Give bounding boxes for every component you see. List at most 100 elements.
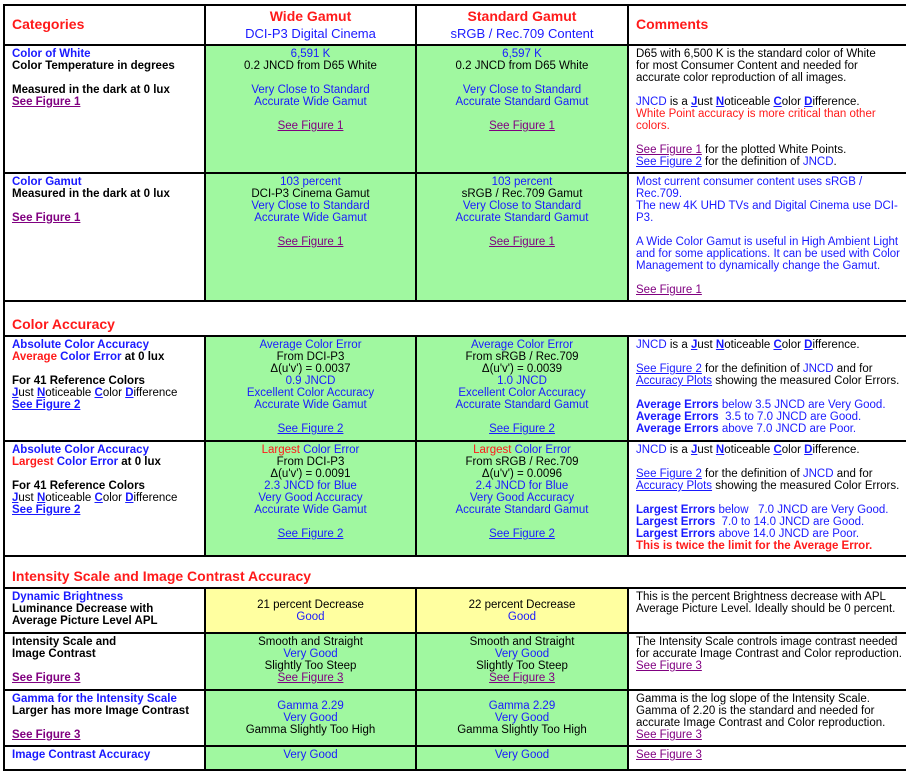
table-row: Image Contrast Accuracy Very Good Very Goo… [3, 745, 906, 771]
text-line: Gamma Slightly Too High [418, 724, 626, 736]
see-figure-link[interactable]: See Figure 3 [636, 660, 702, 672]
text-segment: Color Temperature in degrees [12, 60, 175, 72]
text-line: Color of White [12, 48, 203, 60]
text-line: Largest Errors 7.0 to 14.0 JNCD are Good… [636, 516, 905, 528]
see-figure-link[interactable]: See Figure 2 [12, 504, 81, 516]
text-segment: Very Good [283, 712, 338, 724]
accuracy-plots-link[interactable]: Accuracy Plots [636, 375, 713, 387]
see-figure-link[interactable]: See Figure 2 [277, 423, 344, 435]
text-segment: J [12, 387, 19, 399]
see-figure-link[interactable]: See Figure 2 [277, 528, 344, 540]
text-line: Good [418, 610, 626, 623]
see-figure-link[interactable]: See Figure 2 [489, 423, 555, 435]
text-segment: colors. [636, 120, 670, 132]
see-figure-link[interactable]: See Figure 1 [277, 120, 344, 132]
text-segment: Very Good [283, 648, 338, 660]
text-segment: Intensity Scale and [12, 636, 117, 648]
text-line: Color Gamut [12, 176, 203, 188]
comments-cell: D65 with 6,500 K is the standard color o… [627, 44, 906, 174]
text-line: 6,597 K [418, 48, 626, 60]
text-line: See Figure 3 [636, 749, 905, 761]
text-line: Δ(u'v') = 0.0039 [418, 363, 626, 375]
text-segment: C [773, 444, 782, 456]
text-line: DCI-P3 Digital Cinema [207, 26, 414, 43]
text-segment: J [12, 492, 19, 504]
see-figure-link[interactable]: See Figure 2 [12, 399, 81, 411]
text-segment: Luminance Decrease with [12, 603, 154, 615]
see-figure-link[interactable]: See Figure 1 [277, 236, 344, 248]
text-line: Excellent Color Accuracy [418, 387, 626, 399]
text-segment: Accurate Standard Gamut [455, 399, 589, 411]
text-segment: Δ(u'v') = 0.0096 [481, 468, 563, 480]
see-figure-link[interactable]: See Figure 1 [636, 144, 702, 156]
wide-gamut-cell: Gamma 2.29 Very Good Gamma Slightly Too Hi… [204, 689, 417, 747]
text-segment: Accurate Wide Gamut [254, 96, 367, 108]
text-line: D65 with 6,500 K is the standard color o… [636, 48, 905, 60]
text-segment: 0.2 JNCD from D65 White [455, 60, 589, 72]
see-figure-link[interactable]: See Figure 2 [636, 468, 702, 480]
text-segment: Good [507, 610, 537, 623]
see-figure-link[interactable]: See Figure 1 [12, 96, 81, 108]
text-segment: 7.0 to 14.0 JNCD are Good. [715, 516, 865, 528]
text-line [207, 72, 414, 84]
text-segment: Color Error [53, 456, 119, 468]
text-segment: Very Good [494, 648, 550, 660]
text-segment: Larger has more Image Contrast [12, 705, 190, 717]
see-figure-link[interactable]: See Figure 3 [12, 672, 81, 684]
see-figure-link[interactable]: See Figure 1 [489, 236, 555, 248]
text-line: 2.4 JNCD for Blue [418, 480, 626, 492]
text-line: See Figure 3 [12, 729, 203, 741]
text-line: Average Color Error [207, 339, 414, 351]
text-line [418, 224, 626, 236]
comments-cell: This is the percent Brightness decrease … [627, 587, 906, 634]
text-line: From sRGB / Rec.709 [418, 456, 626, 468]
see-figure-link[interactable]: See Figure 1 [12, 212, 81, 224]
text-segment: for accurate Image Contrast and Color re… [636, 648, 902, 660]
text-segment: Δ(u'v') = 0.0037 [270, 363, 351, 375]
text-segment: Largest Errors [636, 528, 716, 540]
accuracy-plots-link[interactable]: Accuracy Plots [636, 480, 713, 492]
see-figure-link[interactable]: See Figure 3 [489, 672, 555, 684]
text-segment: D [804, 339, 813, 351]
see-figure-link[interactable]: See Figure 2 [636, 156, 702, 168]
text-segment: N [715, 339, 725, 351]
see-figure-link[interactable]: See Figure 2 [489, 528, 555, 540]
text-segment: Color Error [511, 444, 571, 456]
text-line [636, 351, 905, 363]
see-figure-link[interactable]: See Figure 1 [489, 120, 555, 132]
text-segment: Excellent Color Accuracy [458, 387, 586, 399]
text-line: See Figure 3 [418, 672, 626, 684]
text-segment: Average Picture Level. Ideally should be… [636, 603, 896, 615]
text-line: Gamma for the Intensity Scale [12, 693, 203, 705]
text-segment: 2.3 JNCD for Blue [264, 480, 357, 492]
text-line: for accurate Image Contrast and Color re… [636, 648, 905, 660]
text-line: Very Good [207, 749, 414, 761]
text-line: Absolute Color Accuracy [12, 339, 203, 351]
see-figure-link[interactable]: See Figure 2 [636, 363, 702, 375]
text-segment: Accurate Standard Gamut [455, 504, 589, 516]
text-segment: Good [296, 610, 325, 623]
text-line [12, 660, 203, 672]
text-line: Smooth and Straight [207, 636, 414, 648]
text-line: Good [207, 610, 414, 623]
text-segment: Most current consumer content uses sRGB … [636, 176, 863, 188]
text-line: Δ(u'v') = 0.0037 [207, 363, 414, 375]
standard-gamut-cell: Average Color Error From sRGB / Rec.709 Δ(… [415, 335, 629, 442]
text-line: 0.2 JNCD from D65 White [207, 60, 414, 72]
text-segment: olor [102, 492, 126, 504]
text-line: See Figure 2 [207, 528, 414, 540]
text-line: From sRGB / Rec.709 [418, 351, 626, 363]
text-segment: 103 percent [491, 176, 553, 188]
see-figure-link[interactable]: See Figure 3 [636, 729, 702, 741]
see-figure-link[interactable]: See Figure 3 [12, 729, 81, 741]
text-line: Accurate Standard Gamut [418, 96, 626, 108]
category-cell: Absolute Color Accuracy Average Color Err… [3, 335, 206, 442]
see-figure-link[interactable]: See Figure 1 [636, 284, 702, 296]
text-segment: Gamma 2.29 [488, 700, 556, 712]
text-segment: Wide Gamut [269, 7, 352, 24]
text-segment: oticeable [724, 444, 774, 456]
see-figure-link[interactable]: See Figure 3 [636, 749, 702, 761]
see-figure-link[interactable]: See Figure 3 [277, 672, 344, 684]
text-segment: at 0 lux [118, 456, 161, 468]
table-row: Gamma for the Intensity Scale Larger has … [3, 689, 906, 747]
